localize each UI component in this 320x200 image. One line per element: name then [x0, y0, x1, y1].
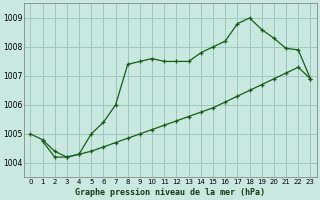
X-axis label: Graphe pression niveau de la mer (hPa): Graphe pression niveau de la mer (hPa) — [76, 188, 265, 197]
